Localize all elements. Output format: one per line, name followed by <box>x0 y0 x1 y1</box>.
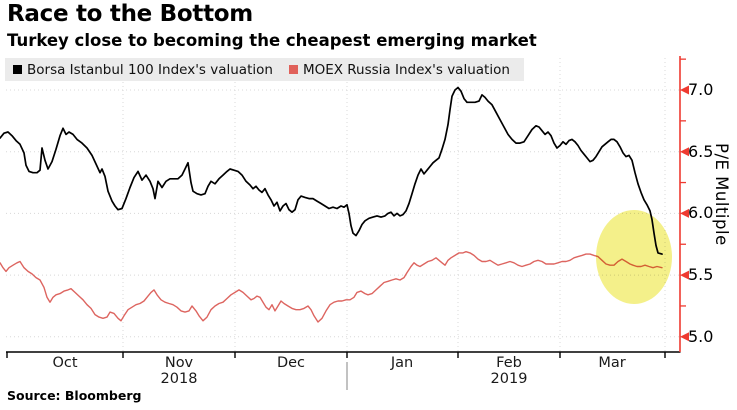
y-tick-label-5-5: 5.5 <box>688 265 714 284</box>
y-tick-label-6-0: 6.0 <box>688 203 714 222</box>
x-tick-label-nov: Nov <box>164 355 194 371</box>
x-tick-label-dec: Dec <box>276 355 306 371</box>
major-tick-arrow-icon <box>680 270 689 280</box>
legend-label-moex: MOEX Russia Index's valuation <box>302 61 510 78</box>
x-tick-label-oct: Oct <box>52 355 78 371</box>
major-tick-arrow-icon <box>680 85 689 95</box>
moex-series-line <box>0 250 663 323</box>
x-tick-label-feb: Feb <box>496 355 522 371</box>
borsa-series-line <box>0 86 663 255</box>
gridlines <box>6 58 680 352</box>
moex-series-swatch-icon <box>288 65 298 74</box>
x-year-label-2019: 2019 <box>490 371 528 387</box>
x-year-label-2018: 2018 <box>160 371 198 387</box>
source-attribution: Source: Bloomberg <box>7 388 142 403</box>
y-tick-label-6-5: 6.5 <box>688 142 714 161</box>
chart-title: Race to the Bottom <box>7 1 253 27</box>
y-axis <box>679 56 689 352</box>
y-tick-label-5-0: 5.0 <box>688 327 714 346</box>
major-tick-arrow-icon <box>680 208 689 218</box>
highlight-ellipse <box>596 210 672 304</box>
y-tick-label-7-0: 7.0 <box>688 80 714 99</box>
x-tick-label-jan: Jan <box>390 355 414 371</box>
x-axis <box>6 351 681 390</box>
borsa-series-swatch-icon <box>13 65 22 74</box>
chart-legend: Borsa Istanbul 100 Index's valuation MOE… <box>5 58 524 81</box>
major-tick-arrow-icon <box>680 332 689 342</box>
major-tick-arrow-icon <box>680 147 689 157</box>
x-tick-label-mar: Mar <box>598 355 626 371</box>
legend-item-borsa: Borsa Istanbul 100 Index's valuation <box>13 62 273 78</box>
chart-subtitle: Turkey close to becoming the cheapest em… <box>7 31 537 50</box>
legend-label-borsa: Borsa Istanbul 100 Index's valuation <box>27 61 273 78</box>
y-axis-title: P/E Multiple <box>712 143 731 246</box>
legend-item-moex: MOEX Russia Index's valuation <box>288 61 510 78</box>
